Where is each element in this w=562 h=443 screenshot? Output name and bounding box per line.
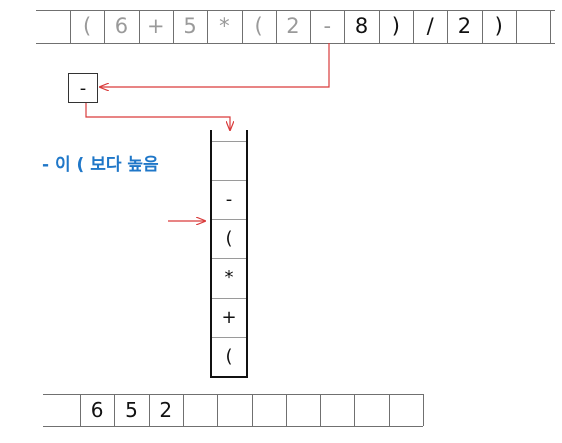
input-token-cell: 8 [354, 14, 369, 38]
arrow-popped-to-stack [85, 103, 230, 130]
output-token-cell [354, 394, 388, 426]
input-token-cell: ( [254, 14, 263, 38]
stack-slot [213, 141, 245, 180]
stack-right-wall [246, 130, 248, 376]
output-strip-bottom-border [43, 426, 423, 427]
input-cell-divider [70, 10, 71, 43]
input-token-cell: 6 [114, 14, 129, 38]
stack-slot: ( [225, 228, 233, 250]
input-cell-divider [172, 10, 174, 43]
input-token-cell: - [323, 14, 332, 38]
input-cell-divider [275, 10, 277, 43]
arrow-token-to-popped [100, 43, 330, 87]
input-token-cell: * [219, 14, 230, 38]
output-token-cell [183, 394, 217, 426]
input-token-cell: ) [494, 14, 503, 38]
output-cell-divider [388, 394, 390, 426]
stack-bottom-wall [210, 376, 248, 378]
input-token-cell: 2 [286, 14, 300, 38]
output-cell-divider [285, 394, 287, 426]
output-token-cell [286, 394, 320, 426]
input-token-cell [516, 10, 550, 43]
output-strip-top-border [43, 394, 423, 395]
stack-slot: ( [225, 345, 233, 367]
output-token-cell: 6 [90, 398, 104, 422]
output-token-cell: 5 [125, 398, 138, 422]
stack-slot [213, 102, 245, 141]
input-cell-divider [515, 10, 517, 43]
input-cell-divider [344, 10, 346, 43]
output-cell-divider [148, 394, 150, 426]
output-cell-divider [423, 394, 424, 426]
stack-row-divider [212, 258, 246, 260]
output-cell-divider [114, 394, 116, 426]
input-cell-divider [413, 10, 414, 43]
input-cell-divider [310, 10, 312, 43]
stack-row-divider [212, 336, 246, 338]
input-token-cell: 5 [183, 14, 197, 38]
precedence-note: - 이 ( 보다 높음 [42, 155, 159, 175]
input-cell-divider [447, 10, 449, 43]
output-token-cell: 2 [159, 398, 173, 422]
output-token-cell [389, 394, 423, 426]
stack-row-divider [212, 219, 246, 221]
stack-slot: * [224, 267, 234, 289]
stack-row-divider [212, 297, 246, 299]
input-cell-divider [481, 10, 483, 43]
output-cell-divider [251, 394, 253, 426]
input-cell-divider [241, 10, 243, 43]
output-cell-divider [182, 394, 184, 426]
output-token-cell [320, 394, 354, 426]
stack-row-divider [212, 140, 246, 142]
input-token-cell: / [426, 14, 434, 38]
output-cell-divider [354, 394, 356, 426]
stack-slot: - [225, 189, 233, 211]
stack-left-wall [210, 130, 212, 376]
popped-operator-box: - [68, 73, 98, 103]
input-token-cell: ( [83, 14, 92, 38]
input-cell-divider [138, 10, 140, 43]
input-cell-divider [550, 10, 552, 43]
input-cell-divider [378, 10, 380, 43]
stack-row-divider [212, 180, 246, 181]
input-token-cell: 2 [457, 14, 472, 38]
output-cell-divider [80, 394, 81, 426]
input-strip-top-border [36, 10, 555, 11]
input-cell-divider [207, 10, 209, 43]
output-cell-divider [217, 394, 219, 426]
input-token-cell: ) [391, 14, 400, 38]
output-token-cell [217, 394, 251, 426]
output-cell-divider [320, 394, 322, 426]
input-cell-divider [104, 10, 106, 43]
input-token-cell: + [146, 14, 165, 38]
stack-slot: + [221, 306, 237, 328]
output-token-cell [252, 394, 286, 426]
input-strip-bottom-border [36, 43, 555, 44]
